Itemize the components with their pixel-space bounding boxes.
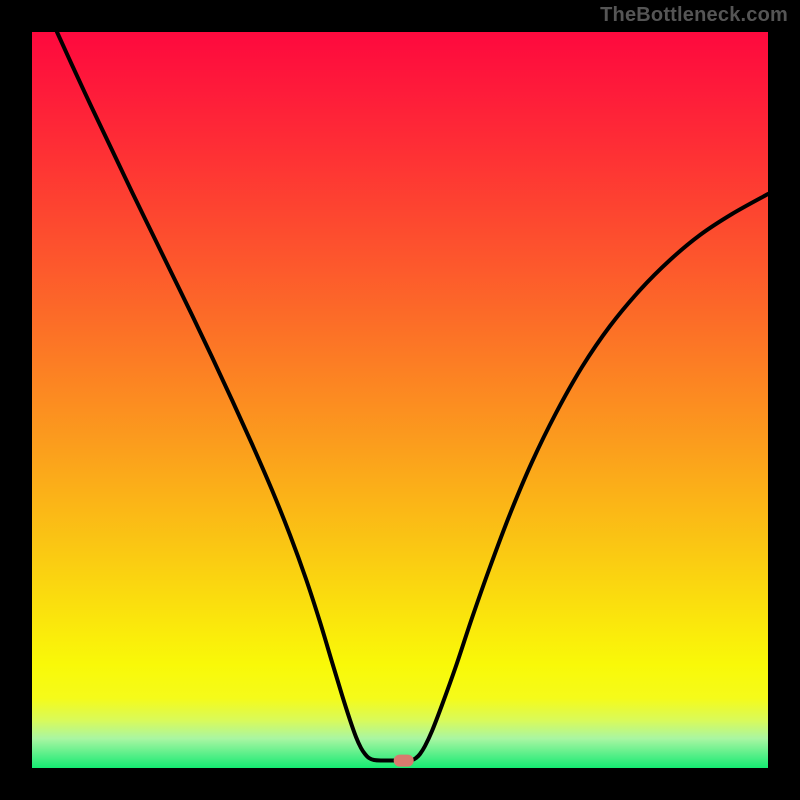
chart-container: TheBottleneck.com (0, 0, 800, 800)
watermark-text: TheBottleneck.com (600, 4, 788, 27)
bottleneck-marker (394, 755, 414, 767)
bottleneck-chart (0, 0, 800, 800)
gradient-background (32, 32, 768, 768)
